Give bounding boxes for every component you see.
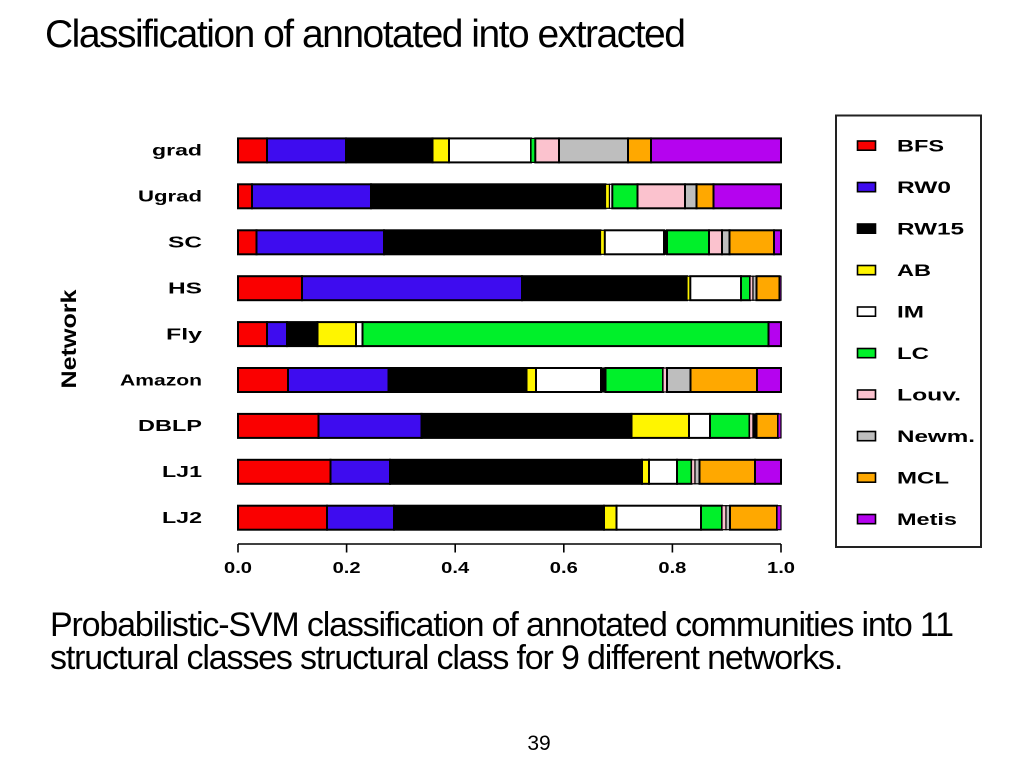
svg-text:LJ1: LJ1	[162, 464, 203, 481]
svg-text:grad: grad	[152, 143, 202, 160]
svg-text:0.8: 0.8	[658, 560, 686, 577]
svg-text:Louv.: Louv.	[897, 386, 961, 405]
svg-text:0.4: 0.4	[441, 560, 469, 577]
svg-text:LJ2: LJ2	[162, 510, 202, 527]
svg-text:LC: LC	[897, 344, 929, 363]
svg-text:AB: AB	[897, 261, 931, 280]
svg-text:Newm.: Newm.	[897, 427, 975, 446]
svg-text:HS: HS	[168, 281, 202, 298]
svg-text:DBLP: DBLP	[138, 418, 202, 435]
svg-text:Network: Network	[58, 289, 81, 388]
svg-text:RW0: RW0	[897, 178, 951, 197]
svg-text:IM: IM	[897, 303, 924, 322]
svg-text:MCL: MCL	[897, 469, 949, 488]
svg-text:0.6: 0.6	[550, 560, 578, 577]
svg-text:0.2: 0.2	[333, 560, 361, 577]
svg-text:RW15: RW15	[897, 220, 964, 239]
svg-text:Fly: Fly	[166, 326, 203, 343]
svg-text:Metis: Metis	[897, 510, 957, 529]
svg-text:BFS: BFS	[897, 137, 944, 156]
svg-text:1.0: 1.0	[767, 560, 795, 577]
svg-text:Ugrad: Ugrad	[138, 189, 202, 206]
svg-text:Amazon: Amazon	[120, 372, 202, 389]
svg-text:0.0: 0.0	[224, 560, 252, 577]
svg-text:SC: SC	[168, 235, 202, 252]
